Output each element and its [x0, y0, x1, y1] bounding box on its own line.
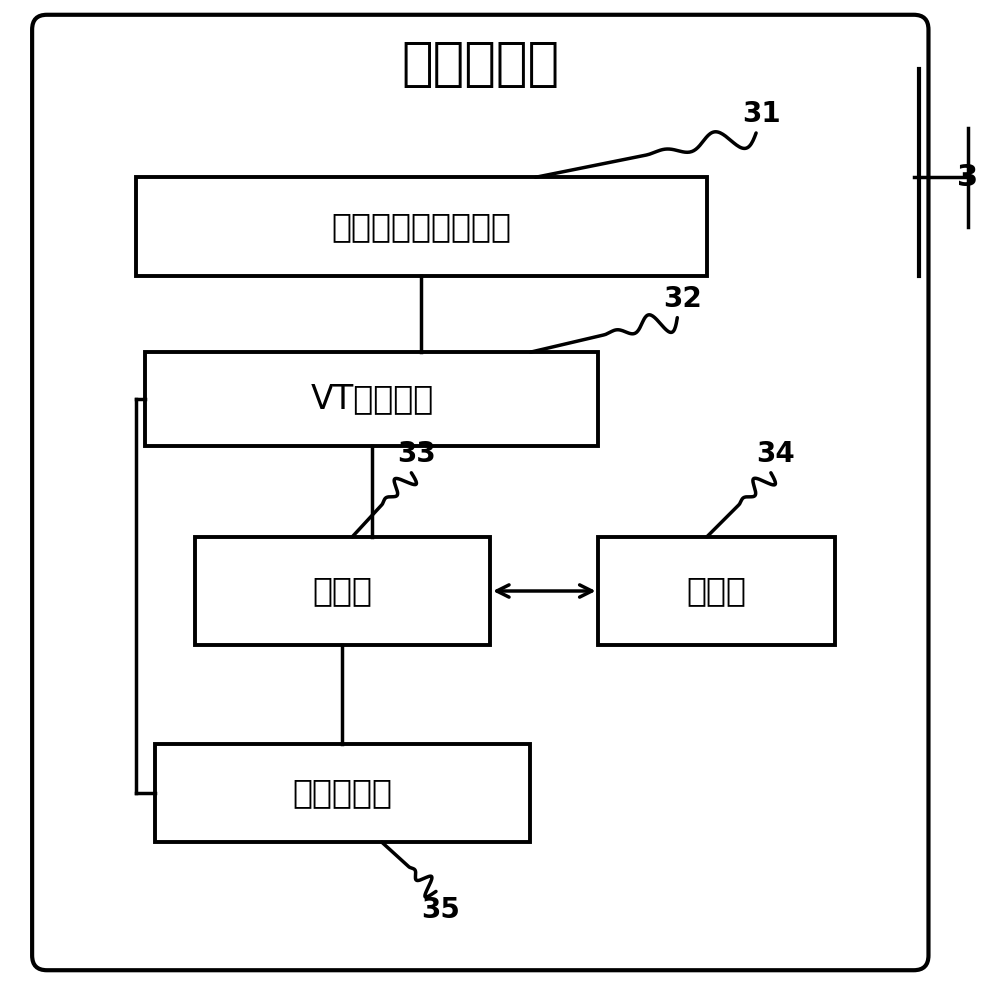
FancyBboxPatch shape [32, 15, 928, 970]
Bar [155, 744, 530, 842]
Bar [145, 353, 598, 445]
Text: 31: 31 [742, 100, 780, 128]
Text: 3: 3 [957, 163, 978, 192]
Bar [195, 537, 490, 645]
Text: 32: 32 [663, 285, 702, 312]
Text: 上位机: 上位机 [687, 574, 747, 608]
Text: 工控机: 工控机 [312, 574, 372, 608]
Text: 35: 35 [421, 896, 460, 924]
Bar [598, 537, 835, 645]
Text: VT板卡系统: VT板卡系统 [310, 382, 434, 416]
Bar [136, 177, 707, 276]
Text: 启停及漏电保护模块: 启停及漏电保护模块 [331, 210, 511, 243]
Text: 33: 33 [397, 440, 436, 468]
Text: 34: 34 [756, 440, 795, 468]
Text: 测试集成柜: 测试集成柜 [401, 38, 559, 90]
Text: 可编程电源: 可编程电源 [292, 776, 392, 810]
